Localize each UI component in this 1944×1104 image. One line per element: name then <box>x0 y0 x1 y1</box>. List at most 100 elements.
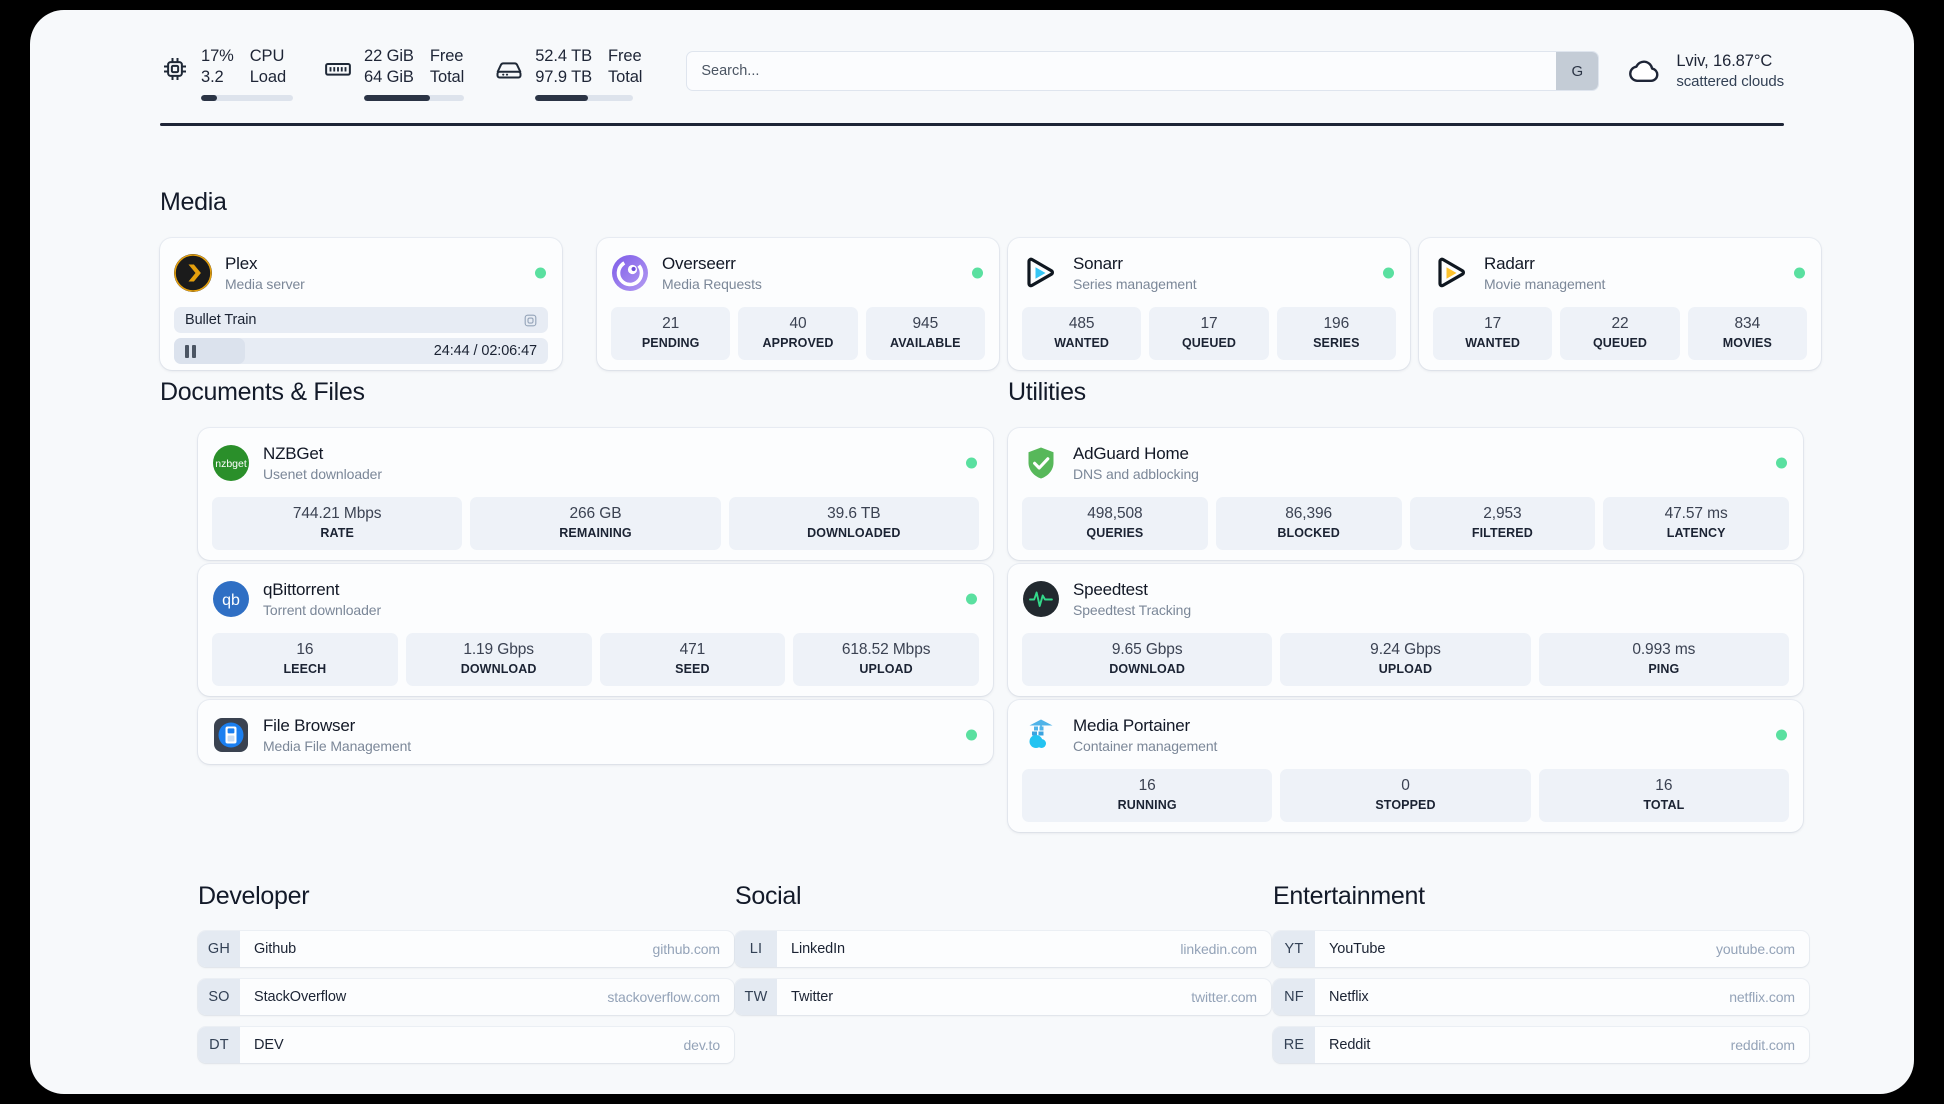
stat-label: DOWNLOAD <box>1109 662 1186 676</box>
ram-usage-bar <box>364 94 464 101</box>
bookmark-item[interactable]: GH Github github.com <box>198 931 734 967</box>
stat-label: RUNNING <box>1117 798 1177 812</box>
service-name: Plex <box>225 254 258 273</box>
bookmark-url: youtube.com <box>1715 941 1795 957</box>
stat-tile[interactable]: 834 MOVIES <box>1687 307 1807 360</box>
search-input[interactable] <box>687 52 1557 90</box>
status-badge <box>1776 729 1787 741</box>
status-badge <box>966 593 977 605</box>
stat-tile[interactable]: 9.24 Gbps UPLOAD <box>1280 633 1531 686</box>
stat-tile[interactable]: 618.52 Mbps UPLOAD <box>793 633 979 686</box>
stat-tile[interactable]: 86,396 BLOCKED <box>1215 497 1402 550</box>
service-card-speedtest[interactable]: Speedtest Speedtest Tracking 9.65 Gbps D… <box>1008 564 1803 696</box>
service-card-plex[interactable]: Plex Media server Bullet Train 24:44 / 0… <box>160 238 562 370</box>
stat-tile[interactable]: 16 RUNNING <box>1022 769 1273 822</box>
disk-icon <box>494 54 524 84</box>
stat-value: 1.19 Gbps <box>463 641 534 658</box>
playback-time: 24:44 / 02:06:47 <box>433 343 537 359</box>
disk-label-bottom: Total <box>608 67 643 86</box>
bookmark-url: github.com <box>652 941 721 957</box>
qbittorrent-icon: qb <box>212 580 250 618</box>
stat-tile[interactable]: 16 LEECH <box>212 633 398 686</box>
svg-text:nzbget: nzbget <box>215 458 247 470</box>
stat-tile[interactable]: 744.21 Mbps RATE <box>212 497 463 550</box>
stat-value: 485 <box>1068 315 1095 332</box>
bookmark-url: stackoverflow.com <box>607 989 720 1005</box>
ram-total-value: 64 GiB <box>364 67 414 86</box>
stat-tile[interactable]: 21 PENDING <box>611 307 731 360</box>
stat-tile[interactable]: 0 STOPPED <box>1280 769 1531 822</box>
service-card-adguard-home[interactable]: AdGuard Home DNS and adblocking 498,508 … <box>1008 428 1803 560</box>
service-card-media-portainer[interactable]: Media Portainer Container management 16 … <box>1008 700 1803 832</box>
stat-tile[interactable]: 498,508 QUERIES <box>1022 497 1208 550</box>
section-title-documents: Documents & Files <box>160 378 365 406</box>
stat-tile[interactable]: 0.993 ms PING <box>1538 633 1789 686</box>
service-card-overseerr[interactable]: Overseerr Media Requests 21 PENDING 40 A… <box>597 238 999 370</box>
bookmark-name: LinkedIn <box>791 941 846 957</box>
stat-tile[interactable]: 2,953 FILTERED <box>1409 497 1596 550</box>
stat-tile[interactable]: 196 SERIES <box>1276 307 1396 360</box>
now-playing-title: Bullet Train <box>185 312 257 328</box>
stat-tile[interactable]: 22 QUEUED <box>1560 307 1680 360</box>
stat-row: 16 LEECH 1.19 Gbps DOWNLOAD 471 SEED 618… <box>212 633 979 686</box>
stat-row: 17 WANTED 22 QUEUED 834 MOVIES <box>1433 307 1807 360</box>
stat-label: APPROVED <box>762 336 834 350</box>
cast-icon[interactable] <box>523 313 538 328</box>
stat-label: BLOCKED <box>1277 526 1340 540</box>
search-bar[interactable]: G <box>686 51 1600 91</box>
service-card-sonarr[interactable]: Sonarr Series management 485 WANTED 17 Q… <box>1008 238 1410 370</box>
stat-tile[interactable]: 17 QUEUED <box>1149 307 1269 360</box>
bookmark-item[interactable]: RE Reddit reddit.com <box>1273 1027 1809 1063</box>
cpu-label-bottom: Load <box>249 67 287 86</box>
stat-value: 17 <box>1200 315 1218 332</box>
status-badge <box>1383 267 1394 279</box>
stat-label: LATENCY <box>1666 526 1726 540</box>
stat-value: 22 <box>1611 315 1629 332</box>
status-badge <box>966 729 977 741</box>
ram-widget: 22 GiB 64 GiB Free Total <box>323 42 464 101</box>
stat-tile[interactable]: 1.19 Gbps DOWNLOAD <box>405 633 592 686</box>
service-card-qbittorrent[interactable]: qb qBittorrent Torrent downloader 16 LEE… <box>198 564 993 696</box>
ram-label-top: Free <box>429 46 464 65</box>
status-badge <box>535 267 546 279</box>
bookmark-item[interactable]: SO StackOverflow stackoverflow.com <box>198 979 734 1015</box>
stat-value: 9.24 Gbps <box>1370 641 1441 658</box>
search-engine-button[interactable]: G <box>1556 52 1599 90</box>
stat-tile[interactable]: 945 AVAILABLE <box>865 307 985 360</box>
dashboard-page: 17% 3.2 CPU Load <box>30 10 1914 1094</box>
cpu-label-top: CPU <box>249 46 285 65</box>
status-badge <box>966 457 977 469</box>
stat-tile[interactable]: 16 TOTAL <box>1538 769 1789 822</box>
service-card-nzbget[interactable]: nzbget NZBGet Usenet downloader 744.21 M… <box>198 428 993 560</box>
service-card-radarr[interactable]: Radarr Movie management 17 WANTED 22 QUE… <box>1419 238 1821 370</box>
stat-label: DOWNLOADED <box>807 526 901 540</box>
service-subtitle: Series management <box>1073 276 1197 292</box>
stat-label: WANTED <box>1054 336 1110 350</box>
service-card-file-browser[interactable]: File Browser Media File Management <box>198 700 993 764</box>
stat-label: QUEUED <box>1592 336 1648 350</box>
service-name: qBittorrent <box>263 580 340 599</box>
stat-tile[interactable]: 9.65 Gbps DOWNLOAD <box>1022 633 1273 686</box>
stat-value: 196 <box>1323 315 1350 332</box>
playback-progress-bar[interactable]: 24:44 / 02:06:47 <box>174 338 548 364</box>
stat-row: 485 WANTED 17 QUEUED 196 SERIES <box>1022 307 1396 360</box>
plex-now-playing: Bullet Train 24:44 / 02:06:47 <box>174 307 548 364</box>
stat-tile[interactable]: 40 APPROVED <box>738 307 858 360</box>
bookmark-item[interactable]: NF Netflix netflix.com <box>1273 979 1809 1015</box>
pause-icon[interactable] <box>185 344 196 358</box>
bookmark-item[interactable]: YT YouTube youtube.com <box>1273 931 1809 967</box>
bookmark-item[interactable]: LI LinkedIn linkedin.com <box>735 931 1271 967</box>
stat-tile[interactable]: 485 WANTED <box>1022 307 1142 360</box>
stat-value: 2,953 <box>1483 505 1522 522</box>
service-subtitle: Media Requests <box>662 276 762 292</box>
stat-row: 744.21 Mbps RATE 266 GB REMAINING 39.6 T… <box>212 497 979 550</box>
stat-tile[interactable]: 47.57 ms LATENCY <box>1603 497 1789 550</box>
stat-tile[interactable]: 39.6 TB DOWNLOADED <box>728 497 979 550</box>
bookmark-item[interactable]: DT DEV dev.to <box>198 1027 734 1063</box>
stat-tile[interactable]: 266 GB REMAINING <box>470 497 721 550</box>
stat-tile[interactable]: 471 SEED <box>599 633 786 686</box>
stat-tile[interactable]: 17 WANTED <box>1433 307 1553 360</box>
bookmark-item[interactable]: TW Twitter twitter.com <box>735 979 1271 1015</box>
status-badge <box>1776 457 1787 469</box>
stat-label: QUEUED <box>1181 336 1237 350</box>
